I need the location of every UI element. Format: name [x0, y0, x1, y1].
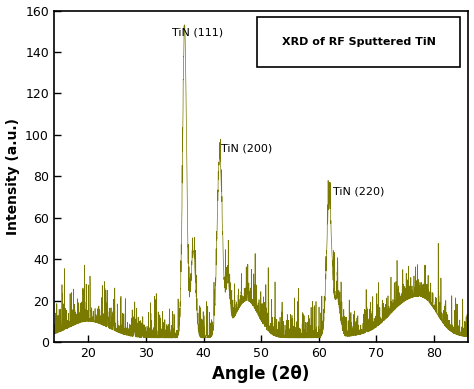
- Text: TiN (220): TiN (220): [333, 187, 384, 197]
- Text: XRD of RF Sputtered TiN: XRD of RF Sputtered TiN: [282, 37, 436, 47]
- X-axis label: Angle (2θ): Angle (2θ): [212, 365, 310, 384]
- Y-axis label: Intensity (a.u.): Intensity (a.u.): [6, 118, 19, 235]
- Text: TiN (111): TiN (111): [172, 27, 223, 37]
- FancyBboxPatch shape: [257, 17, 460, 67]
- Text: TiN (200): TiN (200): [221, 144, 272, 153]
